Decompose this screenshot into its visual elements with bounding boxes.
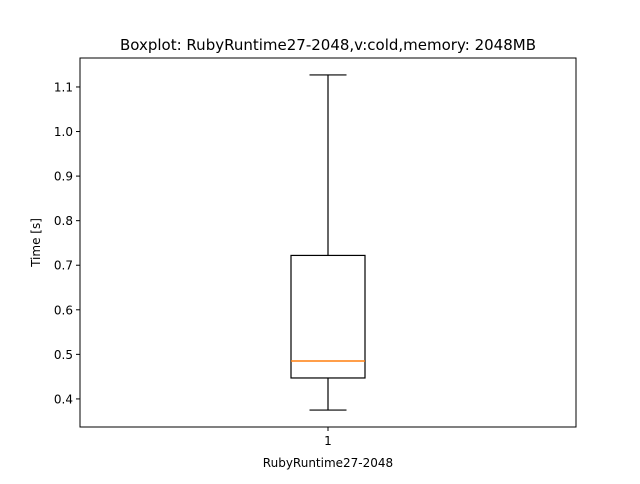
y-tick-label: 0.9 (54, 170, 73, 184)
y-tick-label: 0.4 (54, 392, 73, 406)
y-tick-label: 1.1 (54, 80, 73, 94)
y-axis-label: Time [s] (29, 218, 43, 268)
x-axis-label: RubyRuntime27-2048 (263, 456, 393, 470)
x-axis: 1 (324, 427, 332, 448)
x-tick-label: 1 (324, 434, 332, 448)
y-tick-label: 0.5 (54, 348, 73, 362)
y-tick-label: 1.0 (54, 125, 73, 139)
chart-title: Boxplot: RubyRuntime27-2048,v:cold,memor… (120, 36, 536, 54)
y-tick-label: 0.6 (54, 303, 73, 317)
y-axis: 0.4 0.5 0.6 0.7 0.8 0.9 1.0 1.1 (54, 80, 80, 406)
y-tick-label: 0.7 (54, 259, 73, 273)
iqr-box (290, 254, 366, 379)
y-tick-label: 0.8 (54, 214, 73, 228)
box-series (290, 74, 366, 411)
